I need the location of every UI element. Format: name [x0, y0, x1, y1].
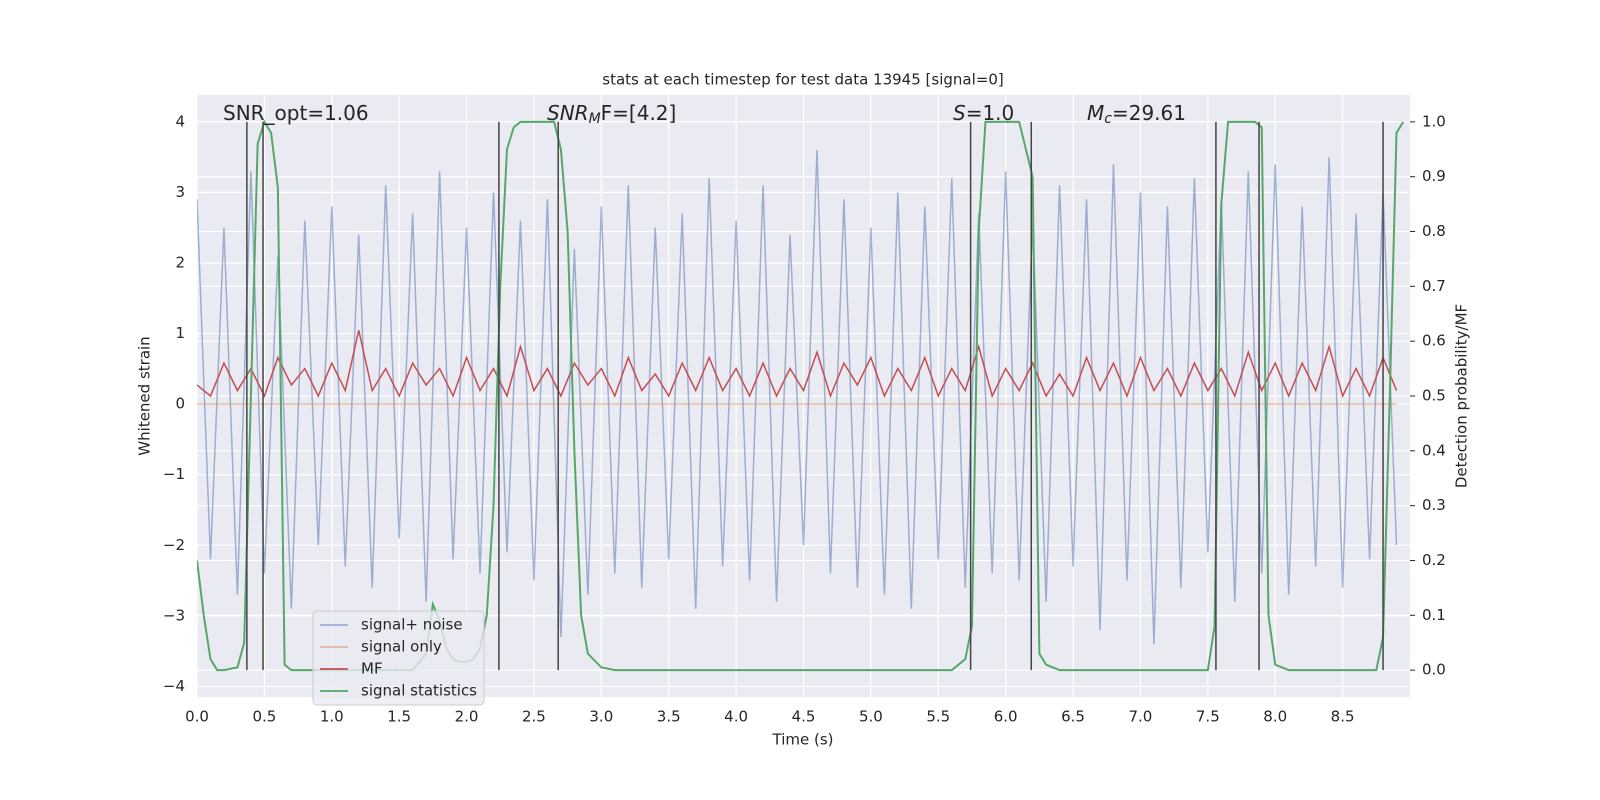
x-tick-label: 3.0 — [589, 708, 613, 726]
x-axis-label: Time (s) — [772, 731, 834, 749]
y-tick-label: −4 — [163, 677, 185, 695]
annotation-tail: =29.61 — [1112, 101, 1186, 125]
x-tick-label: 1.0 — [320, 708, 344, 726]
legend-label: signal statistics — [361, 682, 477, 700]
x-tick-label: 2.0 — [455, 708, 479, 726]
x-tick-label: 0.5 — [252, 708, 276, 726]
series-line — [197, 150, 1398, 645]
x-tick-label: 0.0 — [185, 708, 209, 726]
y-tick-label: 0 — [175, 395, 185, 413]
legend-label: signal+ noise — [361, 616, 463, 634]
annotation-main: S — [953, 101, 966, 125]
annotation-main: M — [1087, 101, 1104, 125]
x-tick-label: 5.5 — [926, 708, 950, 726]
x-tick-label: 8.0 — [1263, 708, 1287, 726]
x-tick-label: 5.0 — [859, 708, 883, 726]
y2-tick-label: 0.7 — [1422, 277, 1446, 295]
y-tick-label: −1 — [163, 465, 185, 483]
x-tick-label: 3.5 — [657, 708, 681, 726]
y2-tick-label: 0.4 — [1422, 441, 1446, 459]
annotation: SNR_opt=1.06 — [223, 101, 369, 125]
y2-tick-label: 0.0 — [1422, 661, 1446, 679]
y-tick-label: 3 — [175, 183, 185, 201]
x-tick-label: 4.0 — [724, 708, 748, 726]
y2-tick-label: 0.3 — [1422, 496, 1446, 514]
y2-tick-label: 0.6 — [1422, 332, 1446, 350]
x-tick-label: 2.5 — [522, 708, 546, 726]
series-line — [197, 330, 1398, 399]
annotation: Mc=29.61 — [1087, 101, 1186, 128]
x-tick-label: 7.5 — [1196, 708, 1220, 726]
y-tick-label: 4 — [175, 112, 185, 130]
grid — [196, 95, 1410, 697]
x-tick-label: 1.5 — [387, 708, 411, 726]
y-tick-label: 1 — [175, 324, 185, 342]
annotation: S=1.0 — [953, 101, 1014, 125]
annotation-sub: c — [1104, 111, 1112, 127]
legend-box — [312, 610, 485, 706]
y2-tick-label: 0.5 — [1422, 387, 1446, 405]
annotation-main: SNR_opt=1.06 — [223, 101, 369, 125]
y-tick-label: −2 — [163, 536, 185, 554]
y-tick-label: 2 — [175, 253, 185, 271]
y2-tick-label: 1.0 — [1422, 112, 1446, 130]
y-axis-label: Whitened strain — [136, 336, 154, 455]
legend-label: signal only — [361, 638, 442, 656]
y2-tick-label: 0.9 — [1422, 167, 1446, 185]
legend: signal+ noise signal only MF signal statist… — [312, 610, 485, 706]
annotation-tail: =1.0 — [966, 101, 1015, 125]
annotation: SNRMF=[4.2] — [547, 101, 676, 128]
annotation-main: SNR — [547, 101, 589, 125]
y2-tick-label: 0.2 — [1422, 551, 1446, 569]
annotation-sub: M — [589, 111, 601, 127]
chart-title: stats at each timestep for test data 139… — [602, 71, 1003, 89]
y2-axis-label: Detection probability/MF — [1453, 304, 1471, 488]
y2-tick-label: 0.1 — [1422, 606, 1446, 624]
y-tick-label: −3 — [163, 606, 185, 624]
annotation-tail: F=[4.2] — [601, 101, 677, 125]
legend-label: MF — [361, 660, 383, 678]
x-tick-label: 6.5 — [1061, 708, 1085, 726]
x-tick-label: 7.0 — [1129, 708, 1153, 726]
x-tick-label: 6.0 — [994, 708, 1018, 726]
x-tick-label: 4.5 — [792, 708, 816, 726]
y2-tick-label: 0.8 — [1422, 222, 1446, 240]
x-tick-label: 8.5 — [1331, 708, 1355, 726]
